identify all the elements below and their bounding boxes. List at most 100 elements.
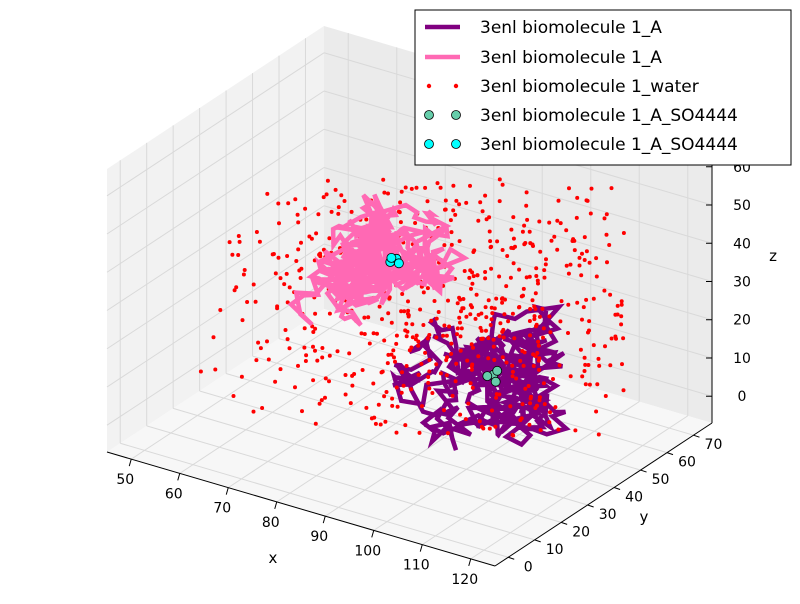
z-tick-10-label: 10 <box>733 351 751 367</box>
water-point <box>489 305 494 310</box>
water-point <box>497 177 502 182</box>
water-point <box>298 276 303 280</box>
water-point <box>621 388 626 393</box>
water-point <box>613 334 618 339</box>
water-point <box>446 298 450 303</box>
water-point <box>534 266 539 271</box>
water-point <box>514 376 519 381</box>
water-point <box>311 344 315 349</box>
y-axis-line <box>494 422 713 567</box>
water-point <box>350 383 355 388</box>
water-point <box>479 328 484 333</box>
water-point <box>459 309 463 314</box>
water-point <box>416 343 421 348</box>
water-point <box>256 340 261 345</box>
water-point <box>378 422 383 427</box>
water-point <box>425 286 430 291</box>
water-point <box>528 401 533 406</box>
water-point <box>511 261 516 266</box>
water-point <box>427 358 432 362</box>
water-point <box>490 311 495 316</box>
water-point <box>568 262 573 267</box>
water-point <box>448 218 453 223</box>
z-tick-50-label: 50 <box>733 198 751 214</box>
water-point <box>339 193 344 198</box>
water-point <box>520 402 525 407</box>
water-point <box>294 259 299 263</box>
water-point <box>253 299 258 304</box>
so4-marker-cyan-2 <box>386 252 397 263</box>
water-point <box>494 395 499 400</box>
water-point <box>511 236 516 241</box>
water-point <box>537 398 542 403</box>
water-point <box>501 335 506 340</box>
water-point <box>587 328 591 333</box>
water-point <box>510 363 515 368</box>
water-point <box>605 260 609 265</box>
water-point <box>540 306 545 311</box>
z-tick-20-label: 20 <box>733 313 751 329</box>
water-point <box>575 195 580 200</box>
water-point <box>413 337 418 342</box>
water-point <box>283 328 288 332</box>
water-point <box>583 382 588 387</box>
x-tick-60-label: 60 <box>165 486 183 502</box>
water-point <box>537 314 542 319</box>
grid-x-floor <box>130 315 349 460</box>
water-point <box>478 200 483 205</box>
y-tick-50-mark <box>640 469 647 473</box>
x-axis-line <box>106 451 496 567</box>
water-point <box>470 281 475 286</box>
water-point <box>457 202 462 207</box>
legend-marker-b-4 <box>451 139 461 149</box>
water-point <box>594 274 599 279</box>
water-point <box>566 331 570 335</box>
z-tick-0-label: 0 <box>738 389 747 405</box>
water-point <box>241 272 246 277</box>
water-point <box>487 229 492 234</box>
water-point <box>380 317 384 322</box>
water-point <box>275 306 280 311</box>
water-point <box>474 292 479 297</box>
water-point <box>461 297 466 301</box>
water-point <box>455 326 460 331</box>
water-point <box>413 221 418 225</box>
legend-marker-a-3 <box>424 110 434 120</box>
water-point <box>347 351 352 356</box>
water-point <box>464 200 469 205</box>
water-point <box>604 212 609 217</box>
water-point <box>577 255 582 260</box>
water-point <box>572 238 577 243</box>
water-point <box>594 409 599 414</box>
water-point <box>609 186 614 191</box>
water-point <box>427 386 432 391</box>
water-point <box>547 220 552 225</box>
water-point <box>558 221 563 226</box>
water-point <box>524 190 529 195</box>
water-point <box>417 430 422 435</box>
water-point <box>602 288 607 293</box>
water-point <box>465 358 470 363</box>
water-point <box>520 229 525 234</box>
water-point <box>535 351 540 355</box>
water-point <box>404 334 409 339</box>
water-point <box>468 183 472 188</box>
water-point <box>527 274 532 279</box>
water-point <box>457 239 462 244</box>
water-point <box>315 358 320 363</box>
water-point <box>381 177 386 182</box>
water-point <box>406 308 411 313</box>
x-tick-50-label: 50 <box>116 472 134 488</box>
grid-z-side <box>106 128 325 273</box>
water-point <box>324 192 329 197</box>
x-tick-60-mark <box>177 473 181 481</box>
water-point <box>403 328 408 333</box>
water-point <box>527 319 532 323</box>
water-point <box>282 282 287 287</box>
water-point <box>586 363 591 367</box>
water-point <box>527 229 532 234</box>
water-point <box>483 305 488 310</box>
water-point <box>454 361 459 366</box>
water-point <box>423 350 428 355</box>
water-point <box>394 341 399 346</box>
